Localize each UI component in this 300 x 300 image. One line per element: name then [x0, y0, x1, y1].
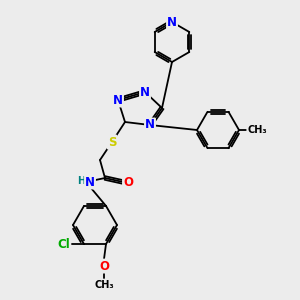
Text: S: S [108, 136, 116, 148]
Text: N: N [85, 176, 95, 188]
Text: N: N [140, 85, 150, 98]
Text: N: N [167, 16, 177, 28]
Text: CH₃: CH₃ [247, 125, 267, 135]
Text: N: N [113, 94, 123, 106]
Text: CH₃: CH₃ [94, 280, 114, 290]
Text: O: O [99, 260, 109, 273]
Text: O: O [123, 176, 133, 188]
Text: H: H [77, 176, 85, 186]
Text: N: N [145, 118, 155, 131]
Text: Cl: Cl [58, 238, 70, 250]
